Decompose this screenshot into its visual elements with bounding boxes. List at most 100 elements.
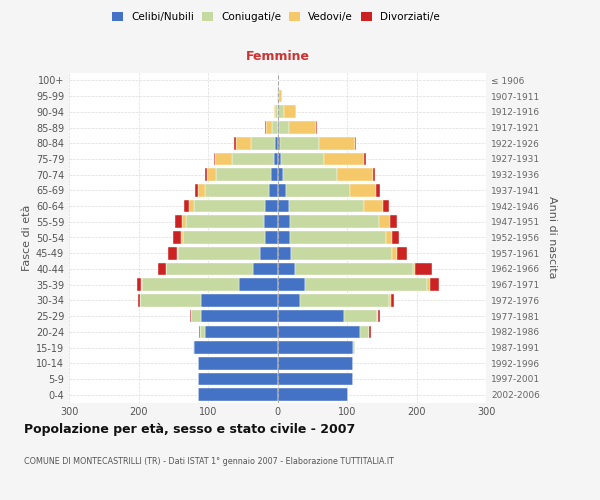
Bar (205, 168, 206, 181)
Bar (214, 152, 215, 165)
Bar (364, 200, 383, 212)
Bar (391, 294, 394, 306)
Bar (290, 231, 386, 244)
Bar (232, 152, 274, 165)
Bar (390, 216, 397, 228)
Bar (300, 294, 389, 306)
Bar (182, 216, 186, 228)
Bar (277, 310, 344, 322)
Legend: Celibi/Nubili, Coniugati/e, Vedovi/e, Divorziati/e: Celibi/Nubili, Coniugati/e, Vedovi/e, Di… (108, 8, 444, 26)
Bar (376, 184, 380, 196)
Bar (305, 278, 427, 291)
Bar (290, 216, 379, 228)
Bar (217, 168, 271, 181)
Bar (280, 137, 319, 149)
Bar (364, 152, 367, 165)
Bar (295, 262, 413, 275)
Bar (277, 247, 292, 260)
Bar (184, 200, 189, 212)
Bar (236, 137, 251, 149)
Bar (379, 216, 390, 228)
Bar (137, 278, 140, 291)
Bar (277, 200, 289, 212)
Bar (190, 310, 191, 322)
Text: Femmine: Femmine (245, 50, 310, 62)
Bar (142, 278, 239, 291)
Bar (277, 216, 290, 228)
Bar (274, 152, 277, 165)
Bar (272, 121, 277, 134)
Bar (277, 357, 353, 370)
Bar (281, 152, 324, 165)
Bar (194, 341, 277, 354)
Bar (319, 137, 355, 149)
Bar (392, 231, 399, 244)
Bar (292, 247, 392, 260)
Bar (277, 168, 283, 181)
Bar (289, 200, 364, 212)
Bar (140, 294, 201, 306)
Bar (277, 326, 359, 338)
Bar (138, 294, 140, 306)
Bar (378, 310, 380, 322)
Bar (178, 247, 260, 260)
Bar (355, 137, 356, 149)
Bar (277, 388, 349, 401)
Bar (277, 262, 295, 275)
Bar (275, 106, 277, 118)
Bar (279, 90, 283, 102)
Text: COMUNE DI MONTECASTRILLI (TR) - Dati ISTAT 1° gennaio 2007 - Elaborazione TUTTIT: COMUNE DI MONTECASTRILLI (TR) - Dati IST… (24, 457, 394, 466)
Bar (337, 168, 373, 181)
Bar (201, 294, 277, 306)
Bar (427, 278, 430, 291)
Bar (205, 326, 277, 338)
Bar (183, 231, 265, 244)
Bar (284, 106, 296, 118)
Bar (193, 341, 194, 354)
Bar (198, 184, 205, 196)
Bar (277, 278, 305, 291)
Bar (283, 168, 337, 181)
Bar (197, 372, 277, 385)
Bar (266, 121, 272, 134)
Bar (205, 184, 269, 196)
Bar (199, 326, 200, 338)
Bar (274, 106, 275, 118)
Bar (175, 216, 182, 228)
Bar (383, 200, 389, 212)
Bar (181, 231, 183, 244)
Y-axis label: Anni di nascita: Anni di nascita (547, 196, 557, 279)
Bar (251, 137, 275, 149)
Bar (373, 168, 376, 181)
Y-axis label: Fasce di età: Fasce di età (22, 204, 32, 270)
Bar (177, 247, 178, 260)
Text: Popolazione per età, sesso e stato civile - 2007: Popolazione per età, sesso e stato civil… (24, 422, 355, 436)
Bar (344, 310, 377, 322)
Bar (277, 184, 286, 196)
Bar (277, 121, 279, 134)
Bar (289, 121, 316, 134)
Bar (186, 216, 263, 228)
Bar (269, 184, 277, 196)
Bar (166, 262, 253, 275)
Bar (275, 137, 277, 149)
Bar (277, 74, 278, 86)
Bar (271, 168, 277, 181)
Bar (316, 121, 317, 134)
Bar (397, 247, 407, 260)
Bar (277, 106, 278, 118)
Bar (195, 184, 198, 196)
Bar (169, 247, 177, 260)
Bar (324, 152, 364, 165)
Bar (194, 200, 265, 212)
Bar (277, 152, 281, 165)
Bar (277, 294, 300, 306)
Bar (277, 137, 280, 149)
Bar (140, 278, 142, 291)
Bar (278, 106, 284, 118)
Bar (253, 262, 277, 275)
Bar (430, 278, 439, 291)
Bar (350, 184, 376, 196)
Bar (158, 262, 166, 275)
Bar (277, 90, 279, 102)
